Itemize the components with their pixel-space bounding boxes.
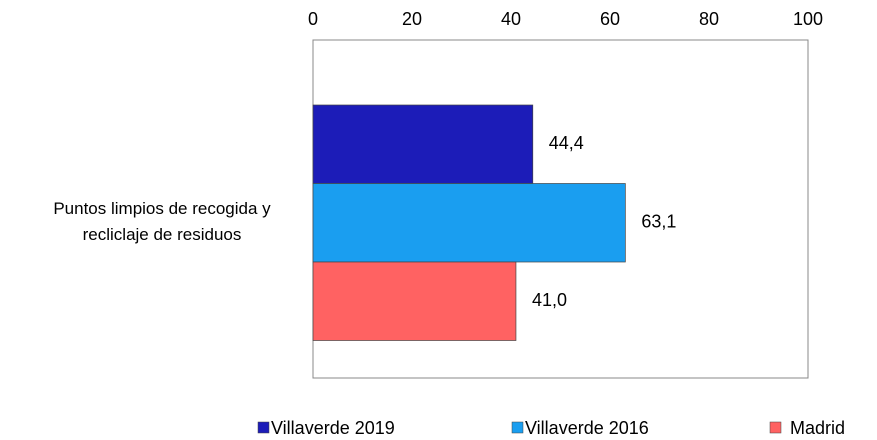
bar [312, 104, 534, 184]
bar [312, 183, 626, 263]
category-label: Puntos limpios de recogida y recliclaje … [53, 199, 271, 244]
legend-label: Villaverde 2016 [525, 418, 649, 438]
legend-label: Villaverde 2019 [271, 418, 395, 438]
x-tick-label: 40 [501, 9, 521, 29]
legend-swatch [511, 421, 524, 434]
value-label: 63,1 [641, 212, 676, 232]
x-tick-label: 80 [699, 9, 719, 29]
x-tick-label: 100 [793, 9, 823, 29]
legend-swatch [769, 421, 782, 434]
x-tick-label: 20 [402, 9, 422, 29]
legend-swatch [257, 421, 270, 434]
value-label: 41,0 [532, 290, 567, 310]
value-label: 44,4 [549, 133, 584, 153]
x-tick-label: 60 [600, 9, 620, 29]
bar [312, 261, 517, 341]
legend-label: Madrid [790, 418, 845, 438]
x-tick-label: 0 [308, 9, 318, 29]
